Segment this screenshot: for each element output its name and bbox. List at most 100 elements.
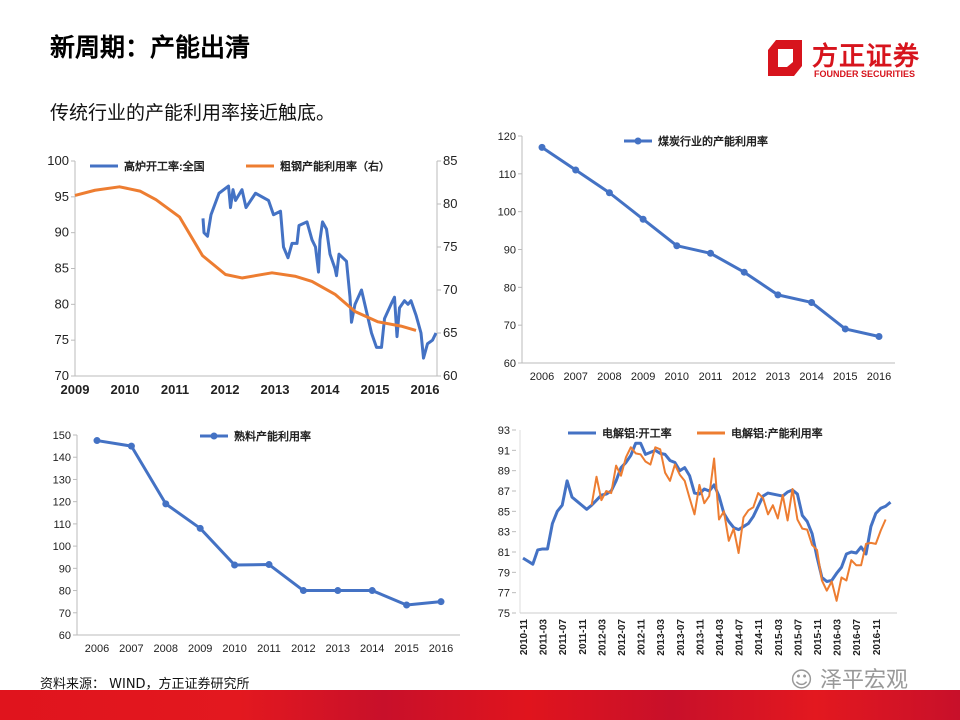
coal-point [707, 249, 714, 257]
logo-text-cn: 方正证券 [812, 42, 921, 72]
footer-band [0, 690, 960, 720]
steel-capacity-line [74, 185, 417, 332]
clinker-x-tick-label: 2007 [119, 643, 143, 655]
steel-y2-tick-label: 70 [443, 282, 457, 297]
aluminum-y-tick-label: 77 [498, 588, 510, 600]
aluminum-operating-line [522, 441, 892, 583]
aluminum-x-tick-label: 2011-07 [558, 619, 569, 656]
clinker-legend-marker [210, 432, 218, 440]
aluminum-x-tick-label: 2016-11 [872, 619, 883, 656]
coal-point [673, 242, 681, 250]
clinker-line [96, 439, 442, 607]
clinker-y-tick-label: 130 [53, 474, 71, 486]
aluminum-x-tick-label: 2013-11 [695, 619, 706, 656]
clinker-y-tick-label: 110 [53, 519, 71, 531]
aluminum-y-tick-label: 79 [498, 567, 510, 579]
coal-x-tick-label: 2006 [530, 371, 554, 383]
coal-point [808, 298, 816, 306]
clinker-y-tick-label: 60 [59, 630, 71, 642]
coal-point [875, 333, 883, 341]
page-subtitle: 传统行业的产能利用率接近触底。 [50, 102, 336, 124]
clinker-y-tick-label: 70 [59, 608, 71, 620]
steel-y-tick-label: 90 [55, 225, 69, 240]
aluminum-x-tick-label: 2014-11 [754, 619, 765, 656]
steel-y-tick-label: 100 [47, 153, 69, 168]
aluminum-y-tick-label: 89 [498, 466, 510, 478]
aluminum-y-tick-label: 91 [498, 445, 510, 457]
coal-legend-label: 煤炭行业的产能利用率 [658, 134, 768, 148]
steel-x-tick-label: 2011 [161, 382, 189, 397]
coal-y-tick-label: 80 [504, 282, 516, 294]
clinker-x-tick-label: 2008 [154, 643, 178, 655]
coal-x-tick-label: 2012 [732, 371, 756, 383]
aluminum-x-tick-label: 2015-07 [793, 619, 804, 656]
aluminum-x-tick-label: 2013-07 [676, 619, 687, 656]
aluminum-x-tick-label: 2013-03 [656, 619, 667, 656]
aluminum-x-tick-label: 2014-07 [735, 619, 746, 656]
clinker-y-tick-label: 90 [59, 563, 71, 575]
coal-y-tick-label: 120 [498, 131, 516, 143]
aluminum-operating-legend-label: 电解铝:开工率 [602, 426, 672, 440]
aluminum-y-tick-label: 75 [498, 608, 510, 620]
clinker-x-tick-label: 2016 [429, 643, 453, 655]
aluminum-x-tick-label: 2016-07 [852, 619, 863, 656]
steel-x-tick-label: 2016 [411, 382, 440, 397]
coal-x-tick-label: 2011 [699, 371, 723, 383]
steel-y2-tick-label: 80 [443, 196, 457, 211]
clinker-point [162, 500, 170, 508]
chart-aluminum: 75 77 79 81 83 85 87 89 91 93 2010-11 2011-03 2011-0… [498, 425, 897, 656]
coal-point [774, 291, 782, 299]
coal-point [572, 166, 580, 174]
clinker-x-tick-label: 2013 [326, 643, 350, 655]
clinker-point [334, 587, 342, 595]
wechat-icon: ☺ [790, 668, 820, 693]
coal-x-tick-label: 2007 [563, 371, 587, 383]
aluminum-capacity-legend-label: 电解铝:产能利用率 [731, 426, 823, 440]
steel-y2-tick-label: 75 [443, 239, 457, 254]
aluminum-x-tick-label: 2011-11 [578, 619, 589, 655]
steel-y2-tick-label: 60 [443, 368, 457, 383]
steel-capacity-legend-label: 粗钢产能利用率（右） [280, 159, 390, 173]
steel-y-tick-label: 70 [55, 368, 69, 383]
coal-x-tick-label: 2015 [833, 371, 857, 383]
steel-y2-tick-label: 65 [443, 325, 457, 340]
clinker-x-tick-label: 2012 [291, 643, 315, 655]
aluminum-x-tick-label: 2016-03 [833, 619, 844, 656]
clinker-point [403, 601, 411, 609]
steel-x-tick-label: 2013 [261, 382, 290, 397]
logo-text-en: FOUNDER SECURITIES [814, 69, 916, 79]
clinker-point [93, 437, 101, 445]
coal-x-tick-label: 2014 [799, 371, 823, 383]
aluminum-x-tick-label: 2012-07 [617, 619, 628, 656]
clinker-point [231, 561, 239, 569]
blast-furnace-line [201, 184, 438, 360]
steel-y-tick-label: 85 [55, 261, 69, 276]
clinker-y-tick-label: 100 [53, 541, 71, 553]
steel-y2-tick-label: 85 [443, 153, 457, 168]
coal-x-tick-label: 2009 [631, 371, 655, 383]
clinker-x-tick-label: 2009 [188, 643, 212, 655]
clinker-x-tick-label: 2006 [85, 643, 109, 655]
blast-furnace-legend-label: 高炉开工率:全国 [124, 159, 205, 173]
clinker-point [127, 442, 135, 450]
coal-x-tick-label: 2016 [867, 371, 891, 383]
coal-point [538, 143, 546, 151]
coal-x-tick-label: 2010 [665, 371, 689, 383]
chart-clinker: 60 70 80 90 100 110 120 130 140 150 2006 2007 2008 20… [53, 429, 460, 655]
aluminum-x-tick-label: 2010-11 [519, 619, 530, 656]
logo-mark-icon [768, 40, 802, 76]
coal-y-tick-label: 70 [504, 320, 516, 332]
aluminum-x-tick-label: 2015-11 [813, 619, 824, 656]
coal-y-tick-label: 100 [498, 207, 516, 219]
clinker-point [265, 561, 273, 569]
steel-x-tick-label: 2009 [61, 382, 90, 397]
clinker-y-tick-label: 140 [53, 452, 71, 464]
aluminum-y-tick-label: 87 [498, 486, 510, 498]
coal-point [605, 189, 613, 197]
chart-steel: 70 75 80 85 90 95 100 60 65 70 75 80 85 2009 2010 2011 2… [47, 153, 457, 397]
aluminum-y-tick-label: 85 [498, 506, 510, 518]
steel-x-tick-label: 2014 [311, 382, 341, 397]
clinker-y-tick-label: 150 [53, 430, 71, 442]
steel-x-tick-label: 2010 [111, 382, 140, 397]
